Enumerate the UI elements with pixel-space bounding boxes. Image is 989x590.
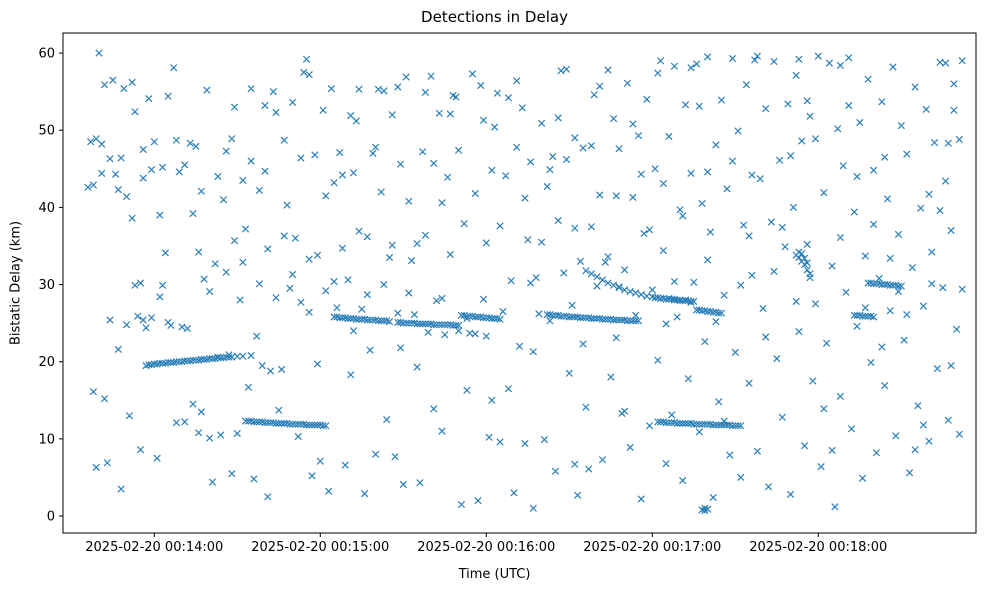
x-axis-label: Time (UTC)	[458, 567, 531, 582]
y-tick-label: 60	[38, 47, 55, 62]
y-tick-label: 50	[38, 124, 55, 139]
y-tick-label: 40	[38, 201, 55, 216]
scatter-points	[84, 49, 966, 515]
chart-title: Detections in Delay	[421, 8, 568, 26]
x-tick-label: 2025-02-20 00:18:00	[749, 540, 887, 555]
x-tick-label: 2025-02-20 00:16:00	[417, 540, 555, 555]
y-tick-label: 0	[47, 510, 55, 525]
y-tick-label: 20	[38, 355, 55, 370]
axes-spines	[62, 32, 977, 534]
y-tick-label: 30	[38, 278, 55, 293]
y-tick-label: 10	[38, 432, 55, 447]
x-tick-label: 2025-02-20 00:14:00	[85, 540, 223, 555]
x-tick-label: 2025-02-20 00:15:00	[251, 540, 389, 555]
x-tick-label: 2025-02-20 00:17:00	[583, 540, 721, 555]
